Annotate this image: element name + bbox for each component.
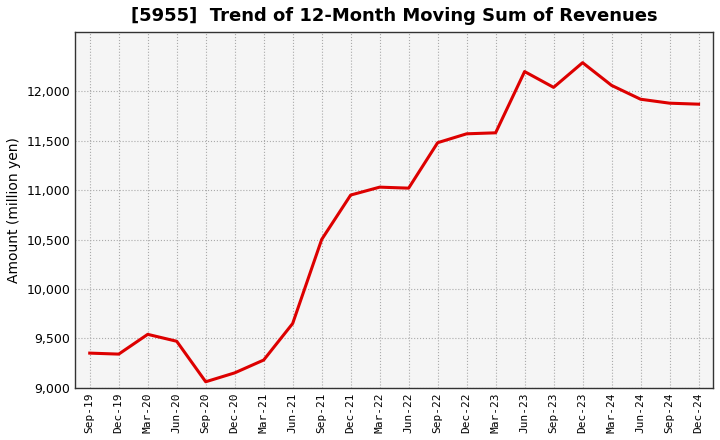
Title: [5955]  Trend of 12-Month Moving Sum of Revenues: [5955] Trend of 12-Month Moving Sum of R… xyxy=(131,7,657,25)
Y-axis label: Amount (million yen): Amount (million yen) xyxy=(7,137,21,283)
